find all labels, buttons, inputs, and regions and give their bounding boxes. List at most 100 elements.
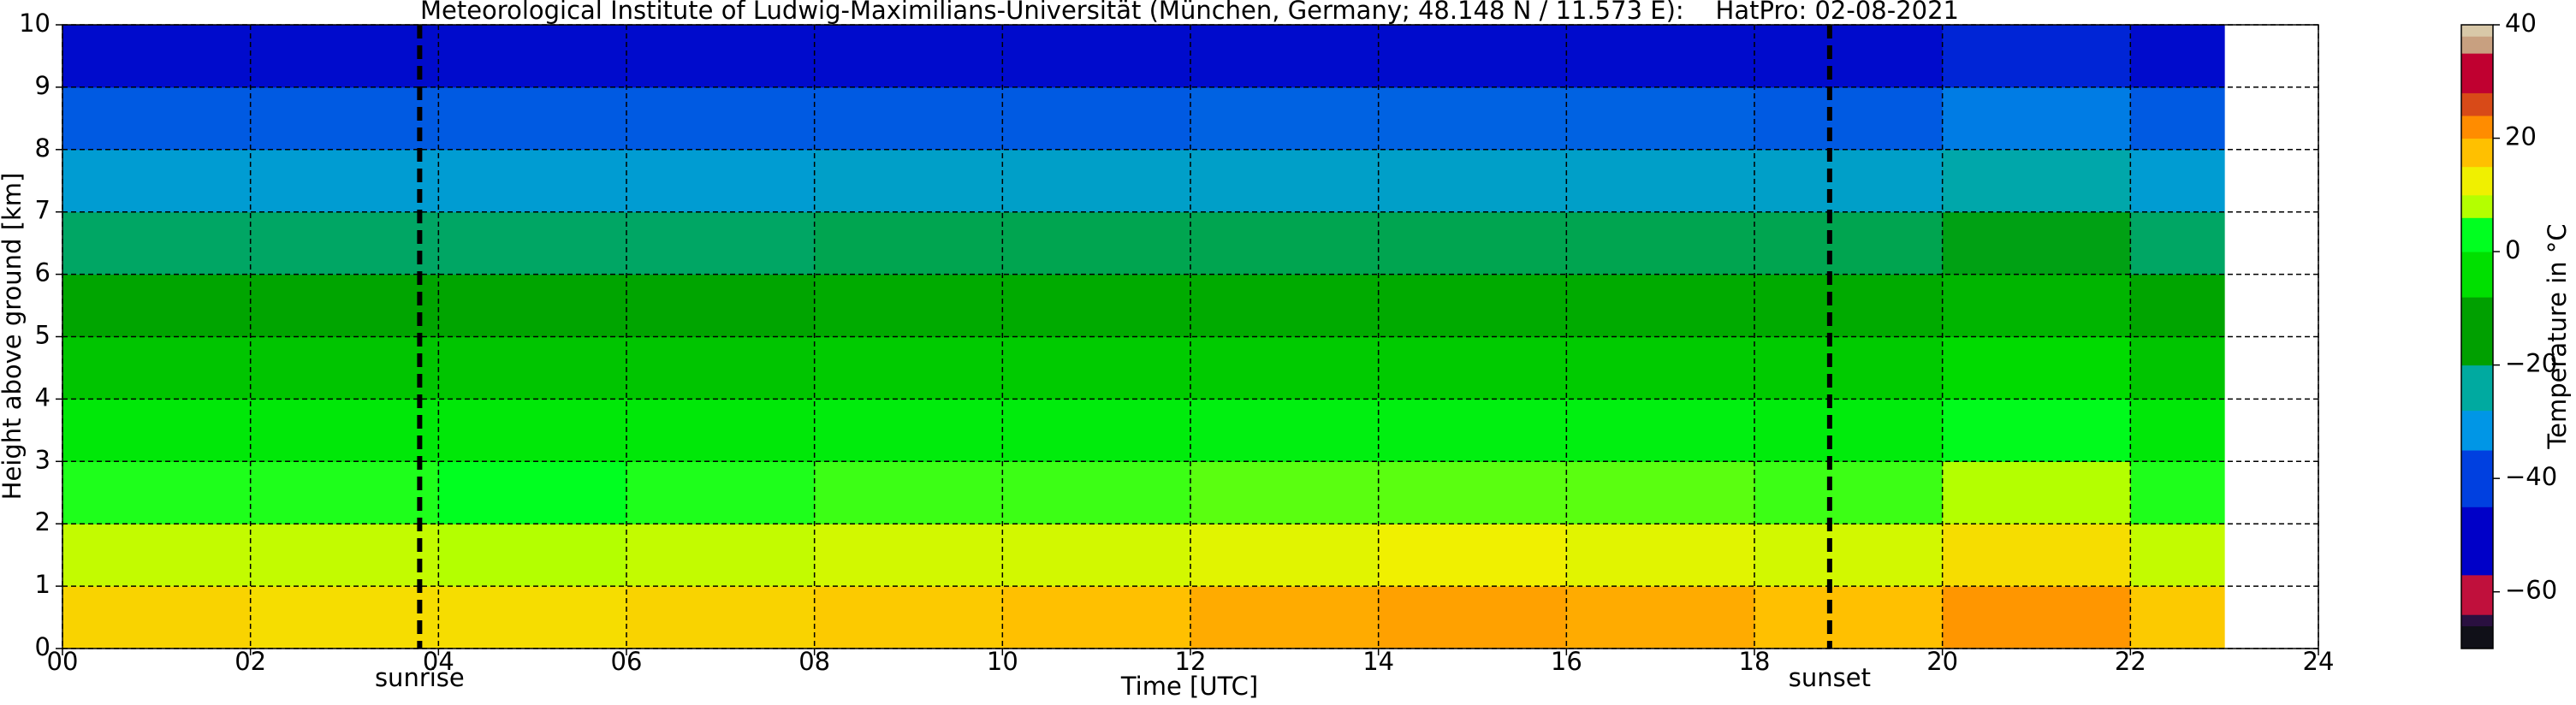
heatmap-cell <box>1754 336 1944 400</box>
heatmap-cell <box>1190 211 1380 275</box>
heatmap-cell <box>62 336 252 400</box>
y-axis-label: Height above ground [km] <box>0 173 27 501</box>
heatmap-cell <box>1378 399 1567 462</box>
colorbar-segment <box>2461 92 2493 116</box>
heatmap-cell <box>1190 86 1380 151</box>
x-tick-label: 24 <box>2303 647 2335 676</box>
heatmap-cell <box>814 149 1003 213</box>
colorbar-segment <box>2461 507 2493 576</box>
y-tick-label: 2 <box>35 507 50 536</box>
heatmap-cell <box>1942 399 2131 462</box>
colorbar-segment <box>2461 364 2493 412</box>
heatmap-cell <box>1754 461 1944 524</box>
heatmap-cell <box>2130 211 2225 275</box>
colorbar-tick-label: −20 <box>2505 349 2557 378</box>
x-tick-label: 08 <box>798 647 830 676</box>
heatmap-cell <box>1002 399 1191 462</box>
heatmap-cell <box>1566 399 1755 462</box>
heatmap-cell <box>250 211 439 275</box>
colorbar-tick-label: 20 <box>2505 122 2537 151</box>
heatmap-cell <box>814 336 1003 400</box>
heatmap-cell <box>1566 524 1755 587</box>
heatmap-cell <box>62 211 252 275</box>
colorbar-segment <box>2461 297 2493 366</box>
heatmap-cell <box>2130 336 2225 400</box>
heatmap-cell <box>814 586 1003 649</box>
colorbar-segment <box>2461 53 2493 94</box>
heatmap-cell <box>2130 86 2225 151</box>
heatmap-cell <box>1378 211 1567 275</box>
heatmap-cell <box>1378 586 1567 649</box>
heatmap-cell <box>814 524 1003 587</box>
heatmap-cell <box>2130 399 2225 462</box>
x-tick-label: 20 <box>1926 647 1958 676</box>
heatmap-cell <box>1378 274 1567 337</box>
heatmap-cell <box>2130 274 2225 337</box>
heatmap-cell <box>62 274 252 337</box>
heatmap-cell <box>1378 149 1567 213</box>
colorbar-label: Temperature in °C <box>2543 223 2572 449</box>
heatmap-cell <box>250 399 439 462</box>
y-tick-label: 7 <box>35 196 50 225</box>
heatmap-cell <box>1566 586 1755 649</box>
colorbar-segment <box>2461 217 2493 252</box>
heatmap-cell <box>2130 524 2225 587</box>
heatmap-cell <box>626 86 816 151</box>
heatmap-cell <box>1190 524 1380 587</box>
x-tick-label: 06 <box>611 647 643 676</box>
heatmap-cell <box>626 399 816 462</box>
heatmap-cell <box>1190 25 1380 88</box>
y-tick-label: 0 <box>35 632 50 661</box>
heatmap-cell <box>1002 586 1191 649</box>
x-axis-label: Time [UTC] <box>1120 672 1258 701</box>
colorbar-tick-label: −40 <box>2505 462 2557 491</box>
heatmap-cell <box>250 524 439 587</box>
heatmap-cell <box>62 86 252 151</box>
heatmap-cell <box>1190 336 1380 400</box>
x-tick-label: 18 <box>1739 647 1771 676</box>
colorbar-segment <box>2461 166 2493 196</box>
heatmap-cell <box>1754 86 1944 151</box>
heatmap-cell <box>1002 86 1191 151</box>
heatmap-cell <box>1378 25 1567 88</box>
heatmap-cell <box>1190 461 1380 524</box>
chart-title: Meteorological Institute of Ludwig-Maxim… <box>420 0 1959 25</box>
colorbar-segment <box>2461 252 2493 298</box>
heatmap-cell <box>814 274 1003 337</box>
colorbar-tick-label: 40 <box>2505 9 2537 38</box>
heatmap-cell <box>62 25 252 88</box>
y-tick-label: 9 <box>35 71 50 100</box>
heatmap-cell <box>438 274 627 337</box>
heatmap-cell <box>2130 25 2225 88</box>
heatmap-cell <box>1566 336 1755 400</box>
heatmap-cell <box>1002 149 1191 213</box>
heatmap-cell <box>1566 211 1755 275</box>
heatmap-cell <box>1190 274 1380 337</box>
heatmap-cell <box>1942 86 2131 151</box>
heatmap-cell <box>1190 149 1380 213</box>
heatmap-cell <box>438 524 627 587</box>
heatmap-cell <box>1942 25 2131 88</box>
heatmap-cell <box>626 461 816 524</box>
heatmap-cell <box>438 149 627 213</box>
heatmap-cell <box>1002 25 1191 88</box>
x-tick-label: 10 <box>987 647 1018 676</box>
heatmap-cell <box>1378 86 1567 151</box>
x-tick-label: 04 <box>423 647 454 676</box>
heatmap-cell <box>1002 274 1191 337</box>
heatmap-cell <box>626 586 816 649</box>
y-tick-label: 10 <box>19 9 50 38</box>
heatmap-cell <box>250 461 439 524</box>
colorbar-segment <box>2461 138 2493 168</box>
heatmap-cell <box>1566 25 1755 88</box>
heatmap-cell <box>1566 86 1755 151</box>
colorbar-segment <box>2461 194 2493 218</box>
annotation-label: sunset <box>1789 663 1871 692</box>
heatmap-cell <box>2130 461 2225 524</box>
heatmap-cell <box>814 399 1003 462</box>
heatmap-cell <box>1002 336 1191 400</box>
heatmap-cell <box>438 211 627 275</box>
heatmap-cell <box>1754 524 1944 587</box>
heatmap-cell <box>1378 336 1567 400</box>
